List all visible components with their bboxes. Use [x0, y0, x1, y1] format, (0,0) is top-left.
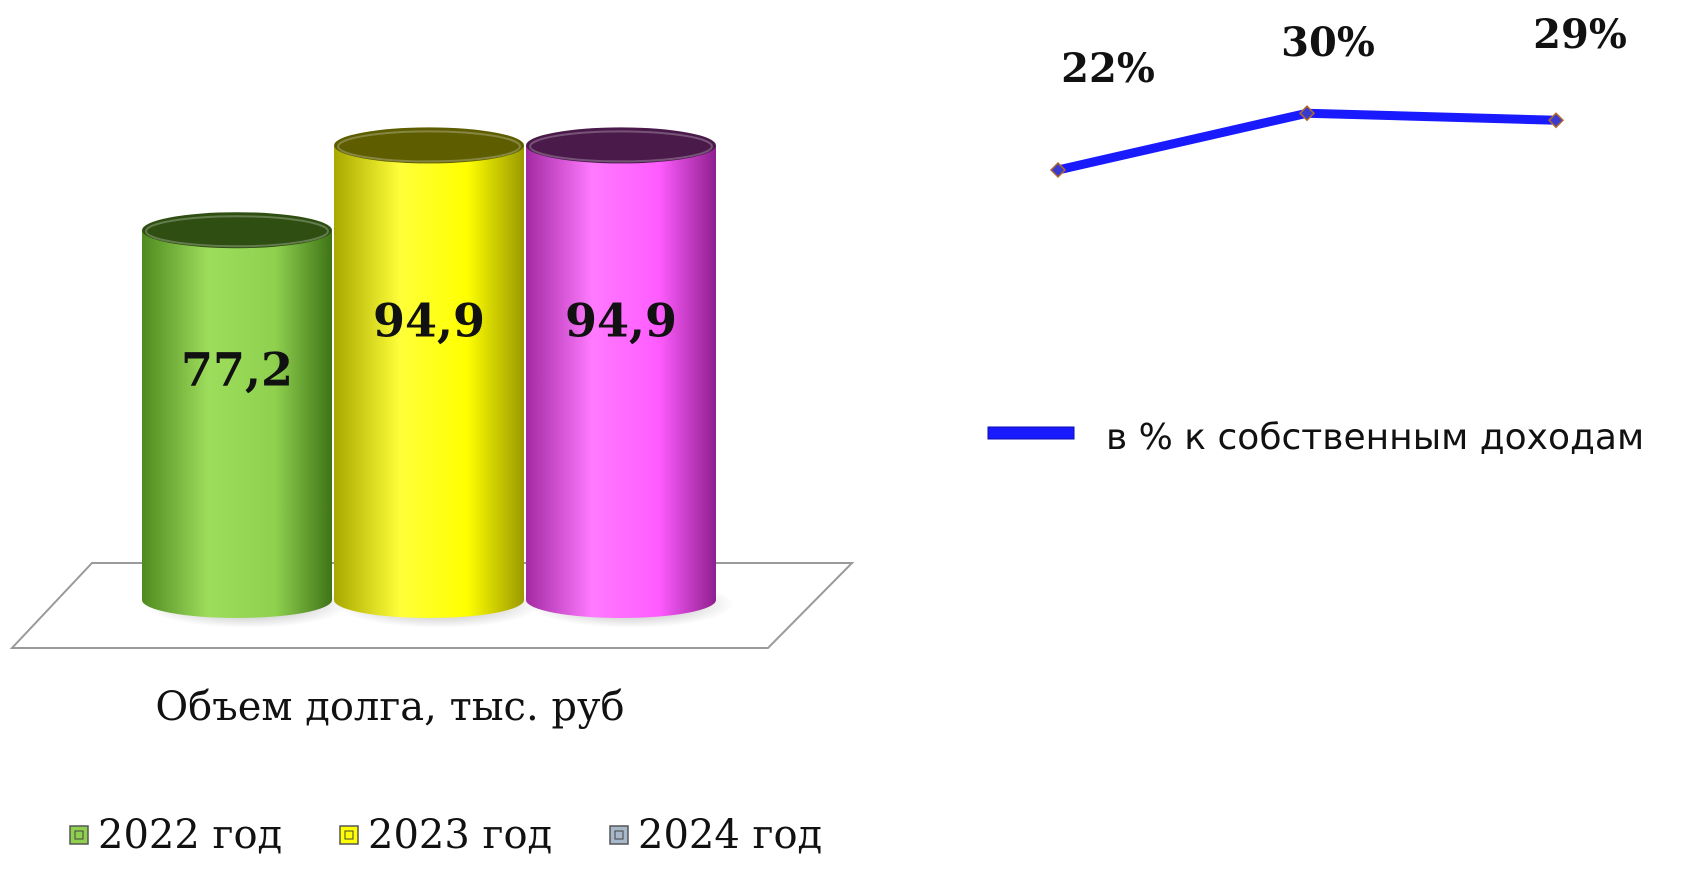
- line-value-label: 22%: [1061, 45, 1155, 92]
- bar-3: 94,9: [526, 127, 734, 628]
- bar-top: [142, 212, 332, 249]
- legend-label: 2022 год: [98, 812, 282, 858]
- legend-entry-3: 2024 год: [609, 812, 822, 858]
- legend-label: 2024 год: [638, 812, 822, 858]
- bar-body: [334, 145, 524, 618]
- bar-top-rim: [337, 130, 521, 163]
- bars-group: 77,2 94,9 94,9: [142, 127, 734, 628]
- bar-body: [526, 145, 716, 618]
- legend-swatch-inner: [344, 830, 354, 840]
- line-value-label: 29%: [1533, 11, 1627, 58]
- bar-axis-title: Объем долга, тыс. руб: [155, 684, 624, 730]
- line-legend: в % к собственным доходам: [987, 417, 1644, 458]
- legend-swatch: [609, 825, 629, 845]
- bar-top-rim: [529, 130, 713, 163]
- bar-top-rim: [145, 215, 329, 248]
- legend-swatch: [69, 825, 89, 845]
- legend-label: 2023 год: [368, 812, 552, 858]
- bar-body: [142, 230, 332, 618]
- bar-value-label: 77,2: [181, 343, 293, 397]
- legend-swatch-inner: [614, 830, 624, 840]
- line-legend-swatch: [987, 426, 1075, 440]
- bar-top: [334, 127, 524, 164]
- line-point: [1547, 112, 1565, 129]
- bar-value-label: 94,9: [565, 293, 677, 347]
- bar-1: 77,2: [142, 212, 350, 628]
- bar-top: [526, 127, 716, 164]
- legend-swatch: [339, 825, 359, 845]
- bar-legend: 2022 год 2023 год 2024 год: [69, 812, 822, 858]
- legend-entry-2: 2023 год: [339, 812, 552, 858]
- line-point: [1049, 161, 1067, 179]
- line-chart-group: 22% 30% 29%: [1049, 11, 1627, 179]
- line-value-label: 30%: [1281, 19, 1375, 66]
- line-legend-label: в % к собственным доходам: [1106, 417, 1644, 458]
- legend-entry-1: 2022 год: [69, 812, 282, 858]
- series-line: [1056, 108, 1557, 175]
- legend-swatch-inner: [74, 830, 84, 840]
- bar-value-label: 94,9: [373, 293, 485, 347]
- bar-2: 94,9: [334, 127, 542, 628]
- line-point: [1298, 105, 1316, 122]
